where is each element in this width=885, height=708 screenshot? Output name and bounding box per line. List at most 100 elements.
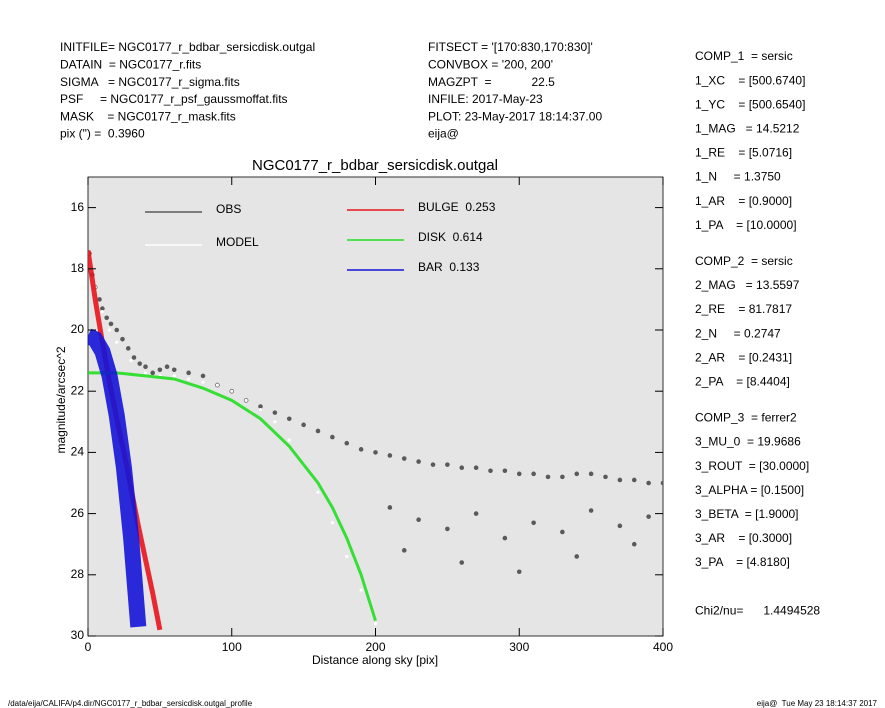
data-point bbox=[115, 340, 119, 344]
param-line: 2_N = 0.2747 bbox=[695, 326, 781, 340]
y-tick-label: 30 bbox=[71, 628, 85, 642]
data-point bbox=[545, 474, 551, 480]
param-line: 3_ALPHA = [0.1500] bbox=[695, 483, 804, 497]
data-point bbox=[574, 471, 580, 477]
param-line: 1_AR = [0.9000] bbox=[695, 194, 792, 208]
param-line: 1_N = 1.3750 bbox=[695, 170, 781, 184]
data-point bbox=[387, 453, 393, 458]
param-line: 2_AR = [0.2431] bbox=[695, 350, 792, 364]
data-point bbox=[100, 310, 104, 314]
marks bbox=[88, 250, 663, 631]
data-point bbox=[330, 521, 334, 525]
header-line: CONVBOX = '200, 200' bbox=[428, 57, 553, 71]
data-point bbox=[187, 377, 191, 381]
data-point bbox=[516, 569, 522, 575]
header-line: MASK = NGC0177_r_mask.fits bbox=[60, 109, 236, 123]
data-point bbox=[150, 370, 155, 376]
data-point bbox=[459, 560, 465, 565]
data-point bbox=[273, 420, 277, 424]
param-line: Chi2/nu= 1.4494528 bbox=[695, 603, 820, 617]
data-point bbox=[131, 355, 137, 360]
x-tick-label: 100 bbox=[222, 640, 242, 654]
data-point bbox=[416, 517, 421, 523]
data-point bbox=[516, 471, 522, 477]
data-point bbox=[345, 554, 349, 559]
param-line: 3_ROUT = [30.0000] bbox=[695, 459, 809, 473]
y-tick-label: 16 bbox=[71, 200, 85, 214]
data-point bbox=[387, 505, 393, 510]
data-point bbox=[401, 456, 407, 461]
data-point bbox=[373, 622, 378, 626]
header-line: INFILE: 2017-May-23 bbox=[428, 92, 543, 106]
legend-label: BAR 0.133 bbox=[418, 260, 480, 274]
data-point bbox=[171, 367, 177, 373]
data-point bbox=[631, 477, 637, 483]
param-line: 2_PA = [8.4404] bbox=[695, 374, 790, 388]
data-point bbox=[531, 520, 536, 526]
data-point bbox=[301, 422, 306, 428]
data-point bbox=[157, 367, 163, 373]
y-tick-label: 26 bbox=[71, 506, 85, 520]
data-point bbox=[143, 371, 148, 375]
header-line: PLOT: 23-May-2017 18:14:37.00 bbox=[428, 109, 602, 123]
data-point bbox=[617, 477, 623, 483]
data-point bbox=[104, 315, 109, 321]
data-point bbox=[258, 404, 263, 409]
chart-title: NGC0177_r_bdbar_sersicdisk.outgal bbox=[252, 157, 498, 174]
param-line: COMP_1 = sersic bbox=[695, 49, 793, 63]
data-point bbox=[286, 416, 292, 422]
y-tick-label: 22 bbox=[71, 383, 85, 397]
data-point bbox=[617, 523, 623, 529]
y-tick-label: 20 bbox=[71, 322, 85, 336]
param-line: COMP_3 = ferrer2 bbox=[695, 411, 797, 425]
param-line: 3_MU_0 = 19.9686 bbox=[695, 435, 801, 449]
data-point bbox=[445, 462, 450, 467]
param-line: 1_RE = [5.0716] bbox=[695, 146, 792, 160]
data-point bbox=[100, 306, 105, 311]
data-point bbox=[143, 364, 148, 370]
data-point bbox=[646, 514, 651, 519]
y-tick-label: 28 bbox=[71, 567, 85, 581]
data-point bbox=[574, 554, 580, 559]
data-point bbox=[244, 398, 248, 402]
profile-line bbox=[88, 371, 377, 622]
x-tick-label: 200 bbox=[365, 640, 385, 654]
data-point bbox=[186, 370, 191, 376]
data-point bbox=[172, 374, 176, 378]
data-point bbox=[215, 383, 219, 387]
legend-label: MODEL bbox=[216, 235, 259, 249]
data-point bbox=[164, 364, 170, 370]
footer-left: /data/eija/CALIFA/p4.dir/NGC0177_r_bdbar… bbox=[8, 699, 253, 708]
header-line: MAGZPT = 22.5 bbox=[428, 75, 555, 89]
data-point bbox=[603, 474, 608, 480]
data-point bbox=[315, 428, 321, 434]
header-line: FITSECT = '[170:830,170:830]' bbox=[428, 40, 593, 54]
data-point bbox=[459, 465, 465, 471]
data-point bbox=[631, 541, 637, 547]
profile-line bbox=[88, 328, 147, 628]
data-point bbox=[588, 508, 594, 513]
data-point bbox=[502, 468, 508, 474]
data-point bbox=[531, 471, 536, 477]
data-point bbox=[120, 336, 125, 342]
footer-right: eija@ Tue May 23 18:14:37 2017 bbox=[757, 699, 878, 708]
data-point bbox=[129, 359, 133, 363]
x-tick-label: 0 bbox=[85, 640, 92, 654]
data-point bbox=[114, 327, 120, 333]
header-line: SIGMA = NGC0177_r_sigma.fits bbox=[60, 75, 240, 89]
plot-area bbox=[87, 176, 664, 637]
x-tick-label: 300 bbox=[509, 640, 529, 654]
y-axis-label: magnitude/arcsec^2 bbox=[54, 346, 68, 453]
header-line: INITFILE= NGC0177_r_bdbar_sersicdisk.out… bbox=[60, 40, 315, 54]
data-point bbox=[258, 407, 263, 412]
data-point bbox=[660, 480, 663, 486]
data-point bbox=[287, 438, 291, 442]
y-tick-label: 18 bbox=[71, 261, 85, 275]
data-point bbox=[108, 321, 114, 327]
param-line: 1_PA = [10.0000] bbox=[695, 218, 797, 232]
data-point bbox=[125, 346, 131, 351]
y-tick-label: 24 bbox=[71, 445, 85, 459]
data-point bbox=[588, 471, 594, 477]
data-point bbox=[473, 511, 479, 516]
data-point bbox=[344, 440, 350, 446]
